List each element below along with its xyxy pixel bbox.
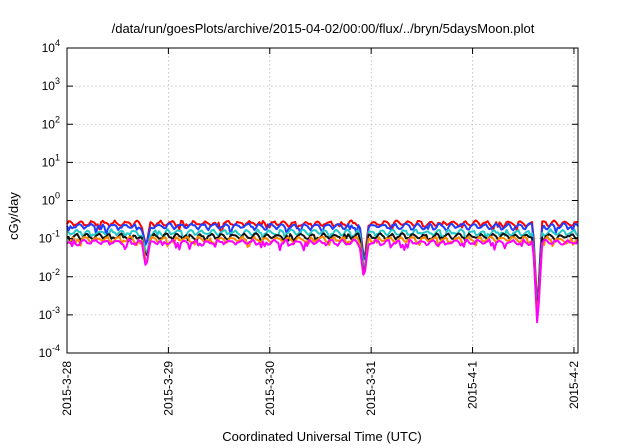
y-tick-exponent: 4 xyxy=(55,38,60,48)
series-line xyxy=(66,235,579,318)
y-tick-label: 102 xyxy=(42,114,60,131)
y-tick-exponent: -2 xyxy=(52,267,60,277)
y-tick-label: 10-2 xyxy=(39,267,60,284)
x-tick-label: 2015-3-31 xyxy=(364,361,378,416)
series-line xyxy=(66,222,579,308)
y-tick-base: 10 xyxy=(42,194,56,208)
axis-ticks: 10-410-310-210-11001011021031042015-3-28… xyxy=(39,38,581,416)
y-tick-label: 101 xyxy=(42,152,60,169)
y-tick-label: 10-3 xyxy=(39,305,60,322)
y-tick-exponent: -1 xyxy=(52,229,60,239)
x-axis-label: Coordinated Universal Time (UTC) xyxy=(222,429,421,444)
grid-lines xyxy=(67,48,578,353)
x-tick-label: 2015-3-29 xyxy=(161,361,175,416)
y-tick-label: 104 xyxy=(42,38,60,55)
y-tick-base: 10 xyxy=(42,79,56,93)
y-tick-base: 10 xyxy=(39,346,53,360)
y-tick-label: 10-4 xyxy=(39,343,60,360)
y-tick-exponent: -3 xyxy=(52,305,60,315)
chart-title: /data/run/goesPlots/archive/2015-04-02/0… xyxy=(112,21,535,36)
y-tick-exponent: 3 xyxy=(55,76,60,86)
y-tick-label: 10-1 xyxy=(39,229,60,246)
series-line xyxy=(66,238,579,324)
x-tick-label: 2015-4-1 xyxy=(466,361,480,409)
y-tick-exponent: 0 xyxy=(55,191,60,201)
y-tick-base: 10 xyxy=(42,155,56,169)
y-tick-exponent: 1 xyxy=(55,152,60,162)
y-tick-base: 10 xyxy=(42,41,56,55)
series-line xyxy=(66,228,579,311)
x-tick-label: 2015-4-2 xyxy=(567,361,581,409)
y-tick-exponent: -4 xyxy=(52,343,60,353)
series-lines xyxy=(66,219,579,324)
y-tick-label: 100 xyxy=(42,191,60,208)
y-tick-base: 10 xyxy=(42,117,56,131)
x-tick-label: 2015-3-30 xyxy=(263,361,277,416)
y-tick-base: 10 xyxy=(39,232,53,246)
y-tick-base: 10 xyxy=(39,308,53,322)
y-tick-label: 103 xyxy=(42,76,60,93)
y-axis-label: cGy/day xyxy=(6,192,21,240)
y-tick-base: 10 xyxy=(39,270,53,284)
x-tick-label: 2015-3-28 xyxy=(60,361,74,416)
y-tick-exponent: 2 xyxy=(55,114,60,124)
